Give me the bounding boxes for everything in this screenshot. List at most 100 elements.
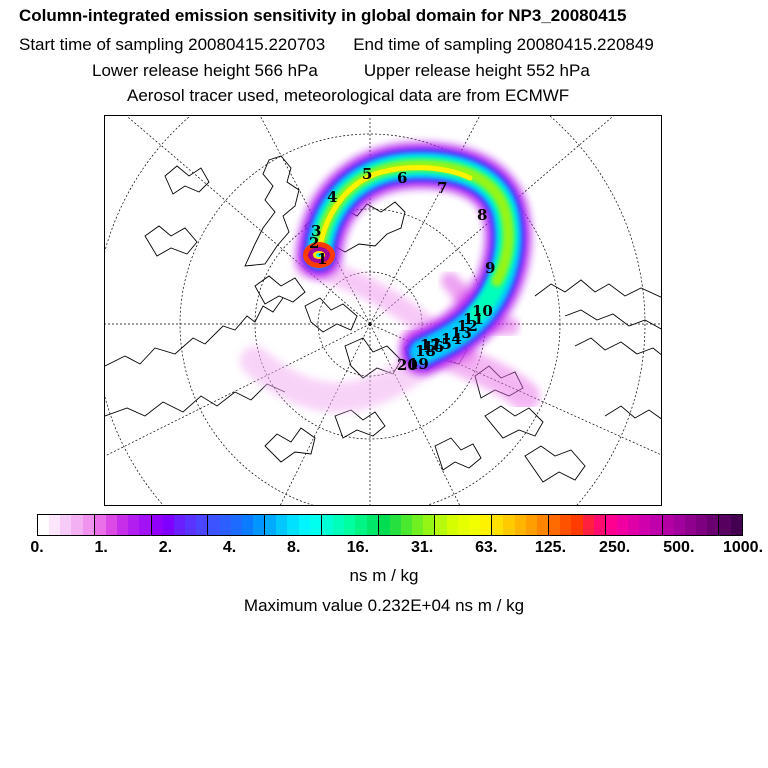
colorbar-cell (378, 515, 390, 535)
colorbar-cell (366, 515, 379, 535)
colorbar-cell (480, 515, 493, 535)
colorbar-cell (38, 515, 50, 535)
day-label: 9 (485, 259, 495, 277)
day-label: 8 (477, 206, 487, 224)
colorbar-cell (560, 515, 572, 535)
sampling-times: Start time of sampling 20080415.220703 En… (19, 35, 768, 55)
colorbar-cell (423, 515, 436, 535)
graticule (105, 116, 661, 505)
day-label: 19 (408, 355, 429, 373)
colorbar-cell (435, 515, 447, 535)
colorbar-cell (389, 515, 401, 535)
colorbar-cell (139, 515, 152, 535)
colorbar-cell (571, 515, 583, 535)
colorbar-cell (252, 515, 266, 535)
colorbar-cell (82, 515, 95, 535)
colorbar-tick-label: 0. (30, 539, 44, 556)
colorbar-cell (707, 515, 720, 535)
emission-sensitivity-map: 1 2 3 4 5 6 7 8 9 10 11 12 13 14 15 16 1… (104, 115, 662, 506)
colorbar-tick-label: 1000. (722, 539, 764, 556)
day-label: 12 (457, 317, 478, 335)
colorbar-cell (492, 515, 504, 535)
colorbar-tick-label: 125. (534, 539, 567, 556)
colorbar-cell (628, 515, 640, 535)
colorbar-tick-label: 31. (410, 539, 434, 556)
day-label: 7 (437, 179, 447, 197)
colorbar-cell (208, 515, 220, 535)
plot-title: Column-integrated emission sensitivity i… (19, 6, 627, 25)
colorbar-cell (333, 515, 345, 535)
day-label: 4 (327, 188, 337, 206)
day-label: 6 (397, 169, 407, 187)
colorbar-cell (684, 515, 697, 535)
colorbar-unit: ns m / kg (349, 566, 419, 585)
lower-release-height: Lower release height 566 hPa (92, 61, 318, 80)
colorbar-tick-label: 63. (475, 539, 498, 556)
colorbar-cell (525, 515, 537, 535)
day-label: 10 (472, 302, 493, 320)
colorbar-cell (593, 515, 606, 535)
day-label: 13 (451, 324, 472, 342)
day-label: 14 (441, 330, 462, 348)
release-heights: Lower release height 566 hPa Upper releas… (92, 61, 768, 81)
colorbar-cell (173, 515, 186, 535)
day-label: 18 (415, 342, 436, 360)
colorbar-cell (196, 515, 209, 535)
colorbar-cell (503, 515, 515, 535)
upper-release-height: Upper release height 552 hPa (363, 61, 590, 80)
day-label: 15 (431, 335, 452, 353)
colorbar-cell (117, 515, 129, 535)
colorbar-cell (536, 515, 550, 535)
colorbar-cell (401, 515, 413, 535)
day-label: 17 (420, 336, 441, 354)
tracer-info: Aerosol tracer used, meteorological data… (127, 86, 570, 105)
colorbar-cell (151, 515, 163, 535)
colorbar-cell (662, 515, 674, 535)
colorbar-cell (241, 515, 253, 535)
day-label: 3 (311, 222, 321, 240)
colorbar-tick-label: 8. (287, 539, 301, 556)
colorbar-cell (94, 515, 106, 535)
colorbar-cell (719, 515, 731, 535)
colorbar-tick-label: 2. (158, 539, 173, 556)
colorbar-tick-label: 1. (94, 539, 108, 556)
colorbar-cell (355, 515, 367, 535)
colorbar-cell (446, 515, 458, 535)
colorbar-cell (696, 515, 708, 535)
colorbar-cell (344, 515, 356, 535)
colorbar-cell (549, 515, 561, 535)
colorbar-cell (230, 515, 242, 535)
sensitivity-plume (240, 142, 540, 413)
colorbar-cell (605, 515, 617, 535)
colorbar-cell (412, 515, 424, 535)
colorbar-cell (128, 515, 140, 535)
day-label: 16 (423, 338, 444, 356)
colorbar-cell (49, 515, 61, 535)
colorbar-cell (616, 515, 629, 535)
day-label: 5 (362, 165, 372, 183)
colorbar-tick-label: 16. (346, 539, 370, 556)
colorbar-cell (276, 515, 288, 535)
colorbar-cell (650, 515, 663, 535)
colorbar-cell (298, 515, 310, 535)
day-label: 20 (397, 356, 418, 374)
start-time-label: Start time of sampling 20080415.220703 (19, 35, 326, 54)
colorbar-cell (219, 515, 231, 535)
colorbar-cell (309, 515, 322, 535)
colorbar-cell (730, 515, 742, 535)
colorbar-cell (265, 515, 277, 535)
colorbar (37, 514, 743, 536)
colorbar-cell (60, 515, 72, 535)
colorbar-cell (105, 515, 118, 535)
day-label: 1 (317, 250, 327, 268)
coastlines (105, 155, 661, 483)
day-label: 11 (463, 310, 484, 328)
colorbar-tick-label: 500. (663, 539, 695, 556)
colorbar-cell (582, 515, 594, 535)
colorbar-cell (514, 515, 526, 535)
colorbar-cell (71, 515, 83, 535)
colorbar-cell (468, 515, 481, 535)
colorbar-cell (457, 515, 469, 535)
day-label: 2 (309, 234, 319, 252)
colorbar-tick-label: 4. (222, 539, 237, 556)
